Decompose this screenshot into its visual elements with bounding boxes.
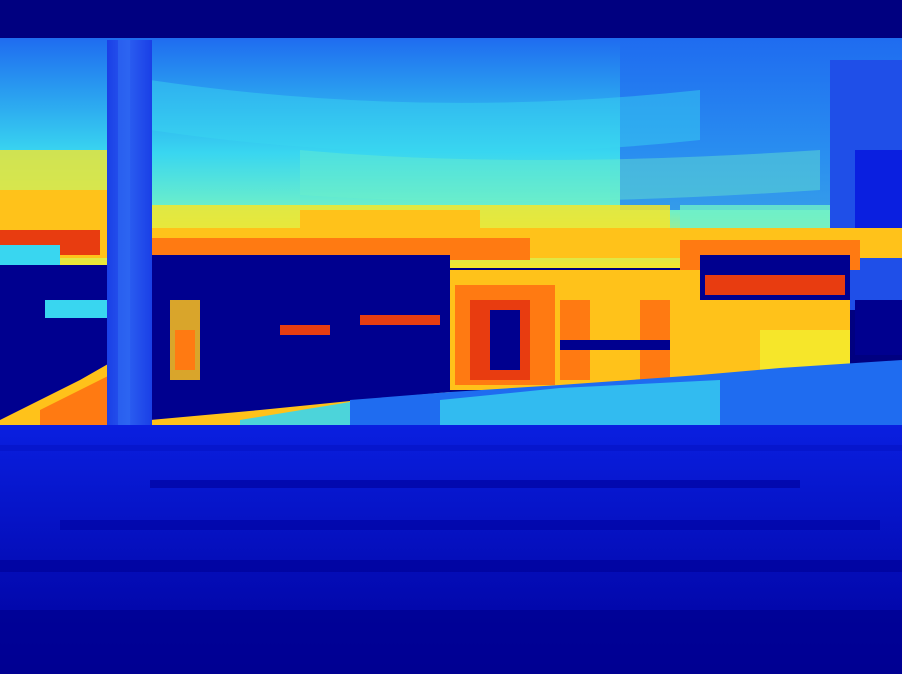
sky-streak (300, 150, 820, 202)
sky-band (0, 190, 120, 230)
window-patch (175, 330, 195, 370)
building-left-edge (40, 375, 110, 425)
building-left-cyan (0, 245, 60, 265)
ground-texture (60, 520, 880, 530)
ground-texture (0, 610, 902, 674)
sky-right-dark (855, 150, 902, 230)
building-right-red (705, 275, 845, 295)
mid-transition (440, 380, 720, 430)
ground-texture (0, 445, 902, 451)
pole-highlight (118, 40, 130, 425)
horizon-strip (150, 238, 530, 260)
window-patch (280, 325, 330, 335)
building-right-dark (855, 300, 902, 355)
ground-texture (0, 560, 902, 572)
building-right-dark (490, 310, 520, 370)
building-right-cyan (760, 330, 850, 370)
sky-streak (150, 80, 700, 153)
window-patch (360, 315, 440, 325)
building-left-cyan (45, 300, 115, 318)
building-right-dark (560, 340, 670, 350)
ground-texture (150, 480, 800, 488)
